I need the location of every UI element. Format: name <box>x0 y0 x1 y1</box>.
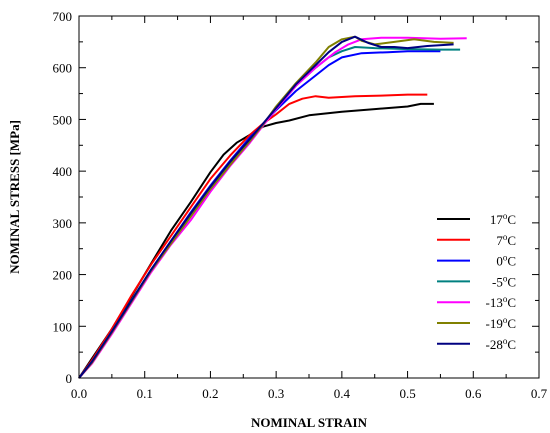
legend-label: 0oC <box>496 253 516 269</box>
x-tick-label: 0.3 <box>268 386 284 401</box>
series-line-2 <box>78 50 441 379</box>
y-tick-label: 100 <box>53 319 73 334</box>
legend-label: -28oC <box>485 336 516 352</box>
axis-ticks: 0.0 0.1 0.2 0.3 0.4 0.5 0.6 0.7 0 100 200 300 400 500… <box>53 9 548 401</box>
legend-label: -13oC <box>485 294 516 310</box>
y-tick-label: 0 <box>66 371 73 386</box>
legend-label: -19oC <box>485 315 516 331</box>
series-lines <box>78 35 467 379</box>
y-tick-label: 700 <box>53 9 73 24</box>
x-tick-label: 0.1 <box>137 386 153 401</box>
y-tick-label: 300 <box>53 216 73 231</box>
x-axis-title: NOMINAL STRAIN <box>251 415 368 430</box>
x-tick-label: 0.7 <box>531 386 548 401</box>
legend: 17oC 7oC 0oC -5oC -13oC -19oC -28oC <box>437 211 516 352</box>
legend-label: 17oC <box>490 211 516 227</box>
x-tick-label: 0.5 <box>399 386 415 401</box>
series-line-4 <box>78 36 467 379</box>
y-tick-label: 600 <box>53 61 73 76</box>
series-line-1 <box>78 93 428 379</box>
x-tick-label: 0.0 <box>71 386 87 401</box>
y-tick-label: 400 <box>53 164 73 179</box>
y-axis-title: NOMINAL STRESS [MPa] <box>7 120 22 274</box>
x-tick-label: 0.6 <box>465 386 482 401</box>
series-line-6 <box>78 35 454 379</box>
y-tick-label: 500 <box>53 112 73 127</box>
legend-label: -5oC <box>492 273 516 289</box>
y-tick-label: 200 <box>53 268 73 283</box>
x-tick-label: 0.4 <box>334 386 351 401</box>
series-line-0 <box>78 102 434 379</box>
series-line-3 <box>78 46 461 379</box>
legend-label: 7oC <box>496 232 516 248</box>
series-line-5 <box>78 35 454 379</box>
x-tick-label: 0.2 <box>202 386 218 401</box>
